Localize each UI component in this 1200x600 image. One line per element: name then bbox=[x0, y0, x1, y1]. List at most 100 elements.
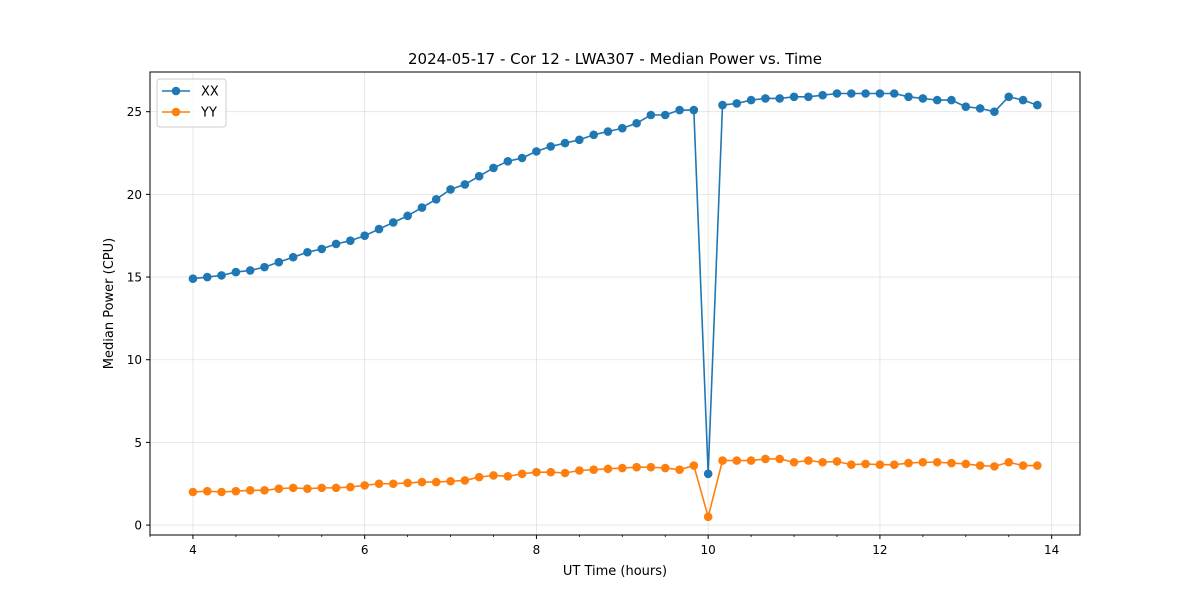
chart-title: 2024-05-17 - Cor 12 - LWA307 - Median Po… bbox=[408, 50, 822, 68]
series-xx bbox=[188, 89, 1042, 479]
data-point bbox=[703, 512, 713, 522]
data-point bbox=[675, 465, 684, 474]
data-point bbox=[346, 236, 355, 245]
data-point bbox=[1018, 461, 1028, 470]
data-point bbox=[517, 153, 527, 163]
data-point bbox=[632, 462, 641, 472]
data-point bbox=[847, 89, 856, 98]
data-point bbox=[489, 163, 498, 173]
legend-marker-yy bbox=[171, 107, 181, 117]
x-tick-label: 12 bbox=[872, 543, 887, 557]
data-point bbox=[889, 89, 899, 98]
data-point bbox=[889, 460, 899, 470]
data-point bbox=[990, 107, 999, 116]
y-axis-ticks: 0 5 10 15 20 25 bbox=[127, 105, 150, 533]
data-point bbox=[1004, 457, 1014, 467]
data-point bbox=[689, 461, 699, 470]
data-point bbox=[388, 479, 398, 489]
data-point bbox=[975, 461, 985, 470]
legend-entries: XX YY bbox=[162, 85, 219, 121]
data-point bbox=[589, 465, 598, 474]
data-point bbox=[689, 105, 699, 115]
data-point bbox=[532, 147, 541, 156]
x-tick-label: 6 bbox=[361, 543, 369, 557]
legend-marker-xx bbox=[171, 86, 181, 96]
data-point bbox=[961, 102, 971, 112]
data-point bbox=[303, 484, 312, 494]
data-point bbox=[789, 457, 799, 467]
x-axis-ticks: 4 6 8 10 12 14 bbox=[149, 535, 1059, 557]
data-point bbox=[746, 456, 756, 465]
legend-label-xx: XX bbox=[201, 85, 219, 100]
data-point bbox=[947, 95, 956, 105]
x-tick-label: 4 bbox=[189, 543, 197, 557]
y-tick-label: 0 bbox=[134, 519, 142, 533]
data-point bbox=[918, 94, 928, 103]
data-point bbox=[403, 211, 412, 221]
data-point bbox=[618, 123, 627, 133]
data-point bbox=[746, 95, 756, 105]
data-point bbox=[317, 483, 327, 493]
data-point bbox=[231, 267, 241, 277]
data-point bbox=[260, 262, 269, 272]
data-point bbox=[446, 476, 455, 486]
data-point bbox=[460, 180, 470, 189]
data-point bbox=[818, 90, 827, 100]
data-point bbox=[460, 476, 470, 485]
data-point bbox=[417, 477, 427, 487]
data-point bbox=[503, 472, 513, 481]
data-point bbox=[360, 481, 369, 490]
x-tick-label: 10 bbox=[701, 543, 716, 557]
data-point bbox=[732, 456, 742, 465]
data-point bbox=[346, 482, 355, 492]
data-point bbox=[861, 459, 870, 469]
data-point bbox=[188, 487, 198, 497]
data-point bbox=[646, 462, 656, 472]
data-point bbox=[274, 484, 284, 494]
data-point bbox=[331, 483, 341, 493]
data-point bbox=[546, 142, 556, 151]
data-point bbox=[360, 231, 369, 240]
data-point bbox=[417, 203, 427, 212]
data-point bbox=[646, 110, 656, 120]
data-point bbox=[431, 195, 441, 204]
data-point bbox=[718, 456, 727, 465]
legend: XX YY bbox=[156, 78, 227, 128]
data-point bbox=[489, 471, 498, 480]
data-point bbox=[975, 104, 985, 113]
data-point bbox=[660, 110, 670, 120]
data-point bbox=[832, 457, 842, 466]
data-point bbox=[202, 272, 212, 282]
data-point bbox=[1018, 95, 1028, 105]
data-point bbox=[231, 486, 241, 496]
data-point bbox=[188, 274, 198, 284]
data-point bbox=[303, 247, 312, 257]
data-point bbox=[517, 469, 527, 479]
data-point bbox=[947, 458, 956, 468]
data-point bbox=[804, 456, 813, 465]
data-point bbox=[632, 118, 641, 128]
data-point bbox=[1033, 461, 1042, 470]
data-point bbox=[388, 218, 398, 227]
data-point bbox=[775, 454, 784, 464]
data-point bbox=[202, 486, 212, 496]
data-point bbox=[818, 457, 827, 467]
data-point bbox=[374, 479, 384, 489]
data-point bbox=[703, 469, 713, 479]
series-yy bbox=[188, 454, 1042, 522]
y-tick-label: 5 bbox=[134, 436, 142, 450]
data-point bbox=[403, 478, 412, 488]
y-axis-label: Median Power (CPU) bbox=[102, 238, 117, 369]
data-point bbox=[932, 95, 942, 105]
data-point bbox=[217, 487, 226, 497]
data-point bbox=[761, 454, 770, 464]
data-point bbox=[904, 92, 913, 102]
data-point bbox=[532, 467, 541, 477]
data-point bbox=[374, 224, 384, 234]
data-point bbox=[847, 460, 856, 470]
legend-label-yy: YY bbox=[200, 106, 217, 121]
data-point bbox=[775, 94, 784, 103]
data-point bbox=[875, 89, 885, 98]
